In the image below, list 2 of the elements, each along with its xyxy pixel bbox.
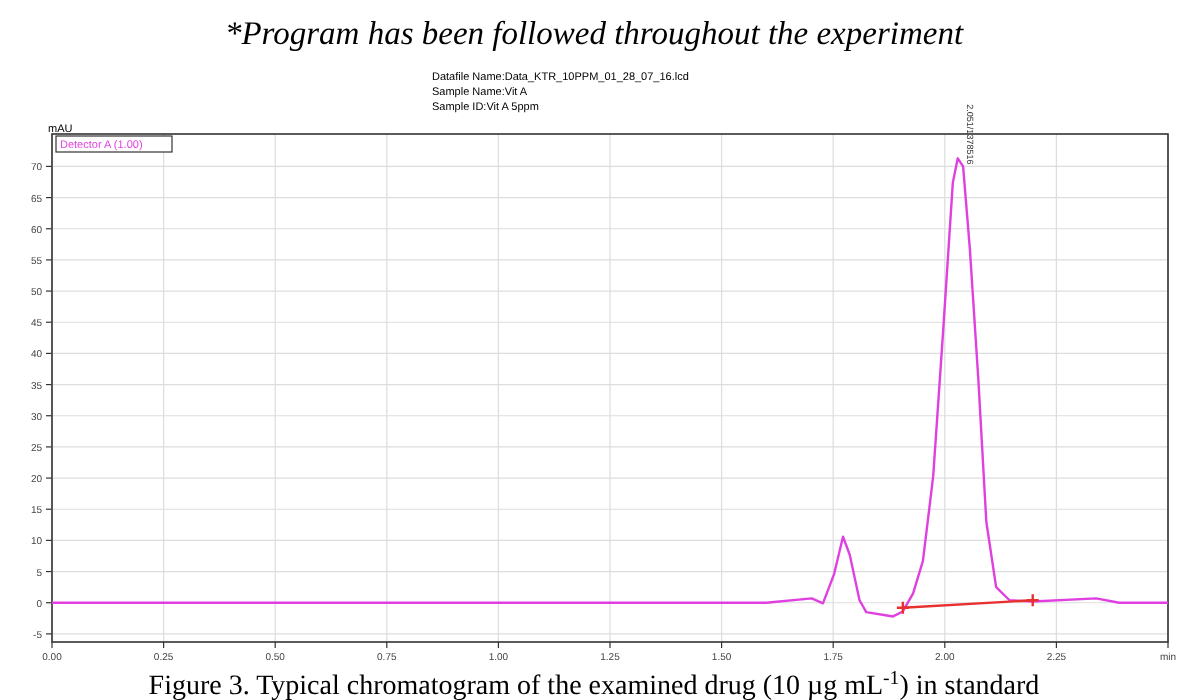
caption: Figure 3. Typical chromatogram of the examined drug (10 µg mL$^{-1}$) in standard <box>148 667 1040 700</box>
chart-title: *Program has been followed throughout the experiment <box>224 14 964 52</box>
